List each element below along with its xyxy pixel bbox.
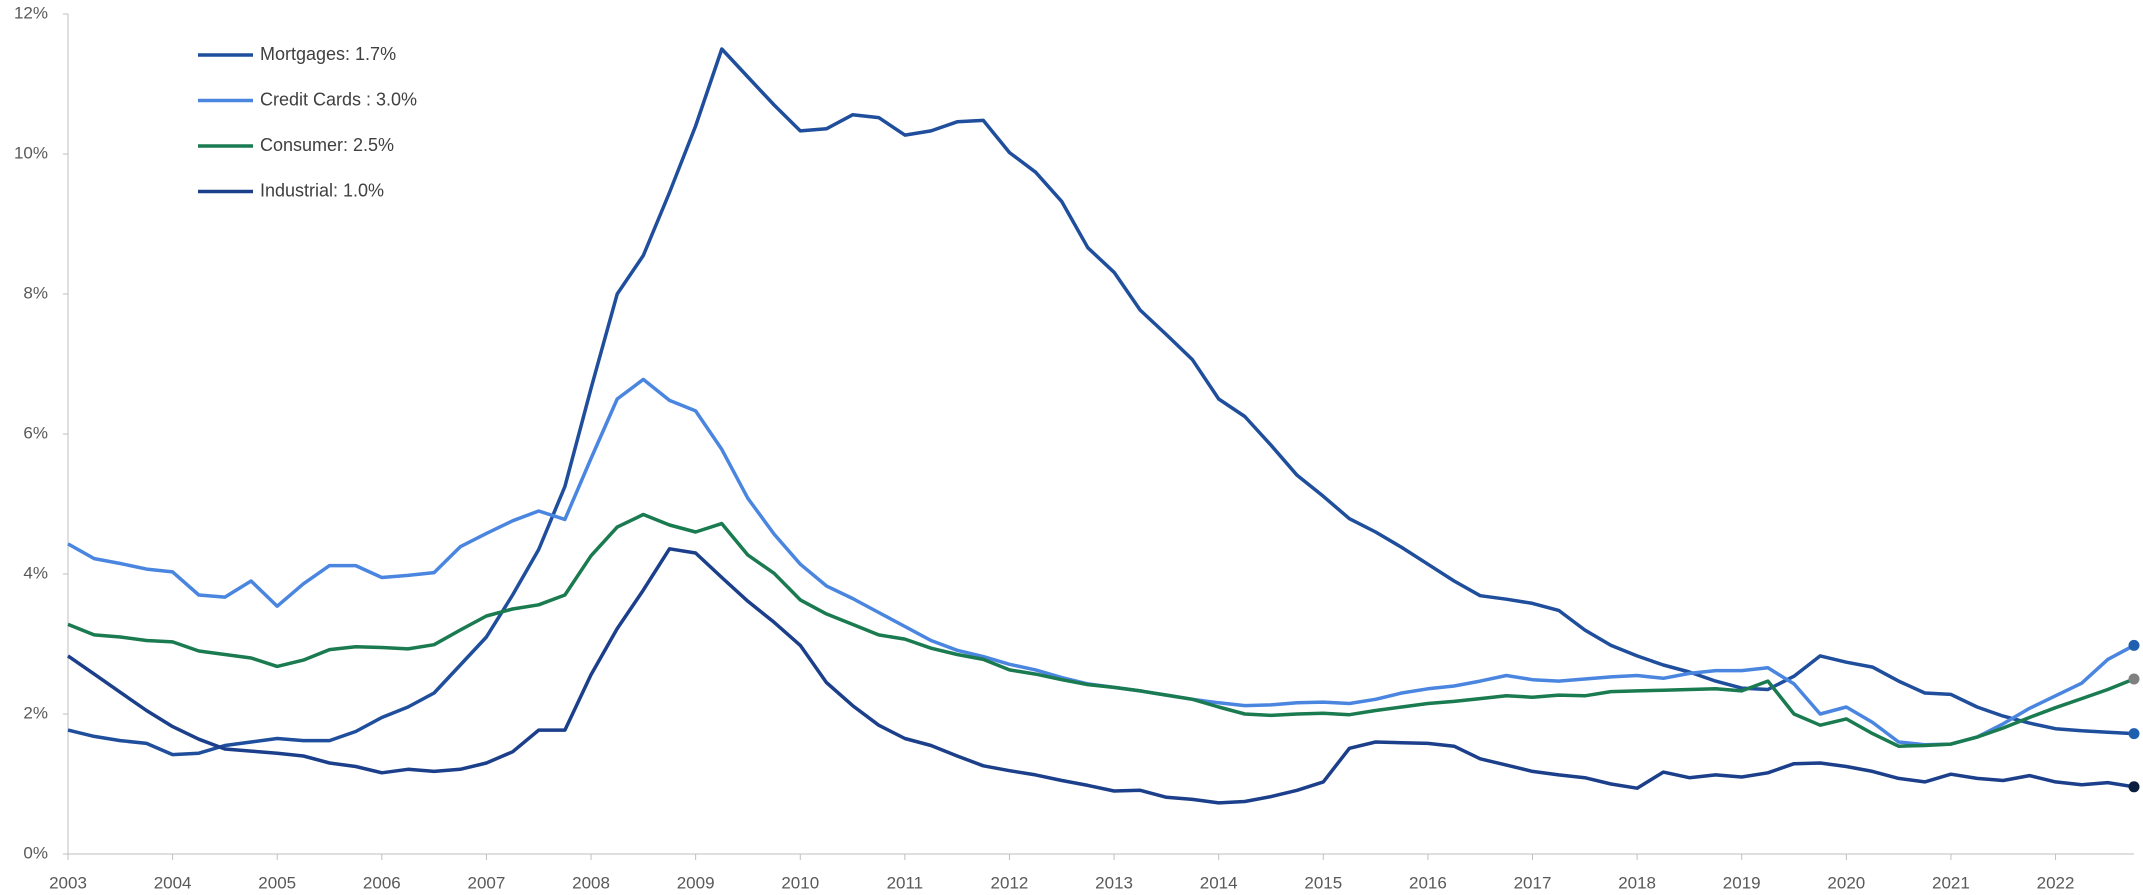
x-tick-label: 2006: [363, 873, 401, 892]
legend-label: Consumer: 2.5%: [260, 135, 394, 155]
end-marker: [2128, 673, 2140, 685]
x-tick-label: 2013: [1095, 873, 1133, 892]
end-marker: [2128, 728, 2140, 740]
series-line: [67, 47, 2135, 757]
y-tick-label: 2%: [23, 703, 48, 722]
x-tick-label: 2016: [1409, 873, 1447, 892]
legend-label: Credit Cards : 3.0%: [260, 89, 417, 109]
y-tick-label: 12%: [14, 3, 48, 22]
x-tick-label: 2010: [781, 873, 819, 892]
end-marker: [2128, 639, 2140, 651]
x-tick-label: 2015: [1304, 873, 1342, 892]
y-tick-label: 10%: [14, 143, 48, 162]
series-line: [67, 512, 2135, 748]
x-tick-label: 2022: [2037, 873, 2075, 892]
x-tick-label: 2017: [1514, 873, 1552, 892]
x-tick-label: 2012: [991, 873, 1029, 892]
x-tick-label: 2009: [677, 873, 715, 892]
y-tick-label: 6%: [23, 423, 48, 442]
x-tick-label: 2018: [1618, 873, 1656, 892]
x-tick-label: 2003: [49, 873, 87, 892]
x-tick-label: 2014: [1200, 873, 1238, 892]
x-tick-label: 2011: [887, 873, 924, 892]
end-marker: [2128, 781, 2140, 793]
x-tick-label: 2005: [258, 873, 296, 892]
series-line: [67, 377, 2135, 747]
legend-label: Industrial: 1.0%: [260, 180, 384, 200]
y-tick-label: 0%: [23, 843, 48, 862]
legend-label: Mortgages: 1.7%: [260, 44, 396, 64]
x-tick-label: 2019: [1723, 873, 1761, 892]
y-tick-label: 4%: [23, 563, 48, 582]
x-tick-label: 2008: [572, 873, 610, 892]
x-tick-label: 2004: [154, 873, 192, 892]
x-tick-label: 2020: [1827, 873, 1865, 892]
x-tick-label: 2007: [468, 873, 506, 892]
series-line: [67, 547, 2135, 805]
x-tick-label: 2021: [1932, 873, 1970, 892]
y-tick-label: 8%: [23, 283, 48, 302]
